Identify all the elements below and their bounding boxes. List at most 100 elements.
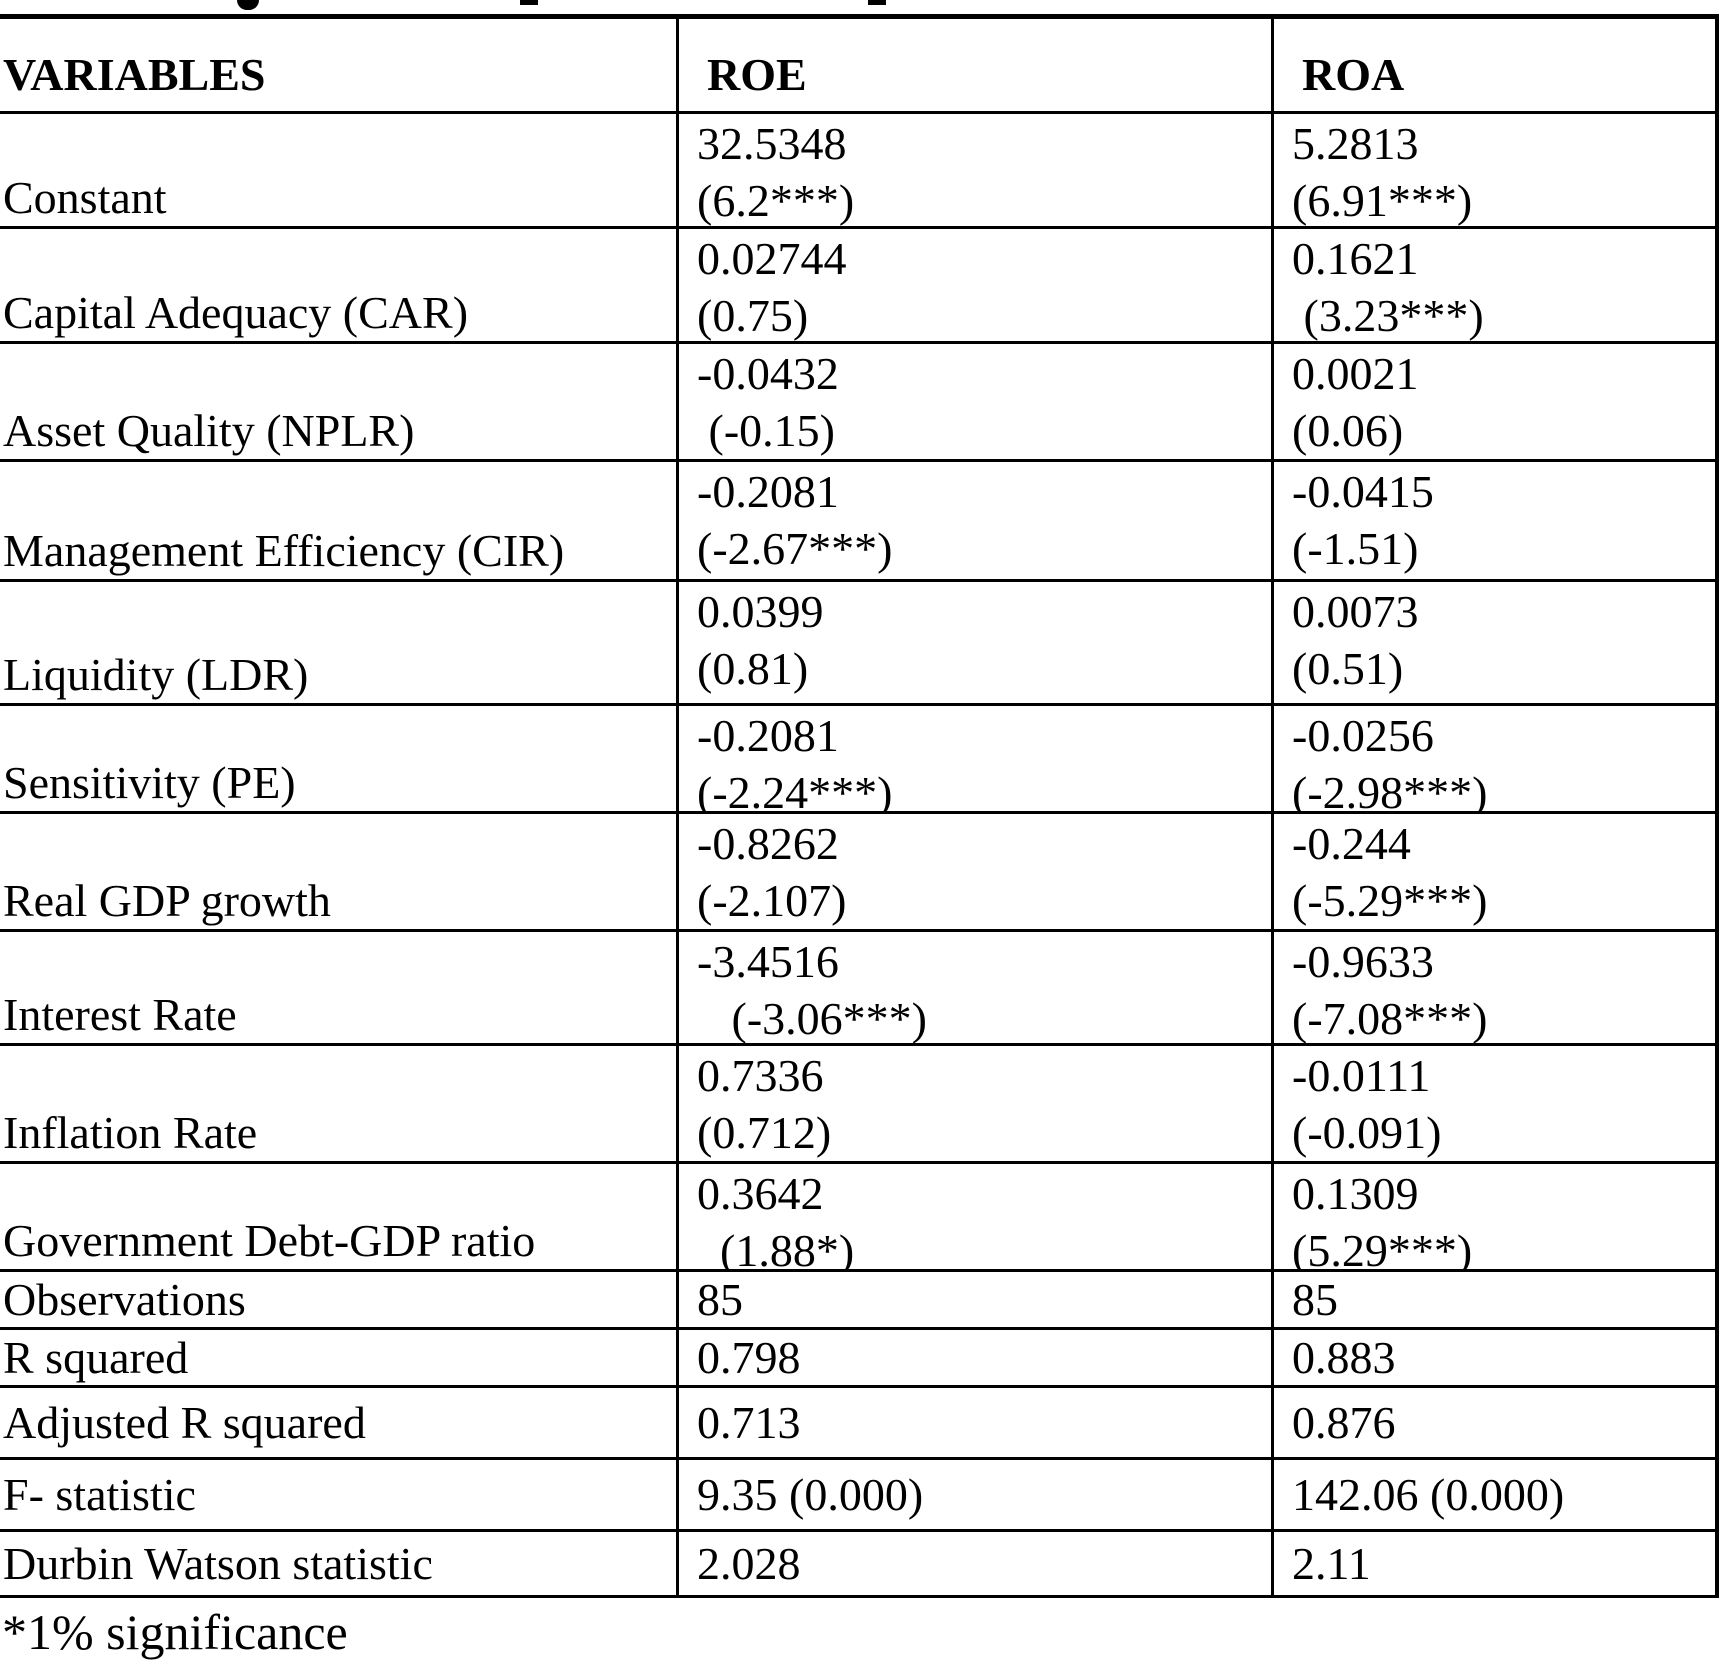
- roa-cell: -0.0415 (-1.51): [1271, 462, 1715, 579]
- roe-statistic: 2.028: [676, 1532, 1271, 1595]
- coefficient-value: 0.1621: [1292, 233, 1419, 284]
- t-statistic: (-3.06***): [697, 993, 927, 1043]
- roa-statistic: 85: [1271, 1272, 1715, 1327]
- coefficient-value: -0.0415: [1292, 466, 1434, 517]
- header-variables: VARIABLES: [3, 49, 266, 100]
- coefficient-value: 0.7336: [697, 1050, 824, 1101]
- roa-cell: -0.9633 (-7.08***): [1271, 932, 1715, 1043]
- table-row: R squared 0.798 0.883: [0, 1330, 1715, 1388]
- coefficient-value: 0.0073: [1292, 586, 1419, 637]
- coefficient-value: 32.5348: [697, 118, 847, 169]
- table-row: Capital Adequacy (CAR) 0.02744 (0.75) 0.1…: [0, 229, 1715, 344]
- variable-label: Interest Rate: [3, 989, 237, 1040]
- roa-cell: -0.244 (-5.29***): [1271, 814, 1715, 929]
- roe-cell: -0.2081 (-2.67***): [676, 462, 1271, 579]
- coefficient-value: -0.2081: [697, 710, 839, 761]
- t-statistic: (-0.15): [697, 405, 835, 456]
- table-row: Real GDP growth -0.8262 (-2.107) -0.244 (-…: [0, 814, 1715, 932]
- t-statistic: (0.81): [697, 643, 809, 694]
- table-row: Government Debt-GDP ratio 0.3642 (1.88*)…: [0, 1164, 1715, 1272]
- roa-cell: 0.1309 (5.29***): [1271, 1164, 1715, 1269]
- cropped-title: [0, 0, 1729, 14]
- roe-cell: -0.0432 (-0.15): [676, 344, 1271, 459]
- cropped-title-fragment: [520, 0, 538, 5]
- table-header-row: VARIABLES ROE ROA: [0, 19, 1715, 114]
- variable-label: Liquidity (LDR): [3, 649, 309, 700]
- roa-cell: 0.0073 (0.51): [1271, 582, 1715, 703]
- roe-statistic: 0.798: [676, 1330, 1271, 1385]
- roa-statistic: 142.06 (0.000): [1271, 1460, 1715, 1529]
- t-statistic: (0.712): [697, 1107, 832, 1158]
- table-row: Sensitivity (PE) -0.2081 (-2.24***) -0.02…: [0, 706, 1715, 814]
- roa-cell: 0.1621 (3.23***): [1271, 229, 1715, 341]
- coefficient-value: 0.3642: [697, 1168, 824, 1219]
- statistic-label: R squared: [3, 1332, 189, 1383]
- coefficient-value: -3.4516: [697, 936, 839, 987]
- statistic-label: Observations: [3, 1274, 246, 1325]
- cropped-title-fragment: [868, 0, 886, 5]
- coefficient-value: -0.8262: [697, 818, 839, 869]
- t-statistic: (0.06): [1292, 405, 1404, 456]
- table-row: Interest Rate -3.4516 (-3.06***) -0.9633…: [0, 932, 1715, 1046]
- roa-cell: 5.2813 (6.91***): [1271, 114, 1715, 226]
- coefficient-value: -0.0432: [697, 348, 839, 399]
- variable-label: Government Debt-GDP ratio: [3, 1215, 536, 1266]
- table-row: Inflation Rate 0.7336 (0.712) -0.0111 (-0.…: [0, 1046, 1715, 1164]
- table-row: Durbin Watson statistic 2.028 2.11: [0, 1532, 1715, 1598]
- roa-statistic: 0.883: [1271, 1330, 1715, 1385]
- t-statistic: (-1.51): [1292, 523, 1419, 574]
- t-statistic: (-2.107): [697, 875, 847, 926]
- table-row: Management Efficiency (CIR) -0.2081 (-2.6…: [0, 462, 1715, 582]
- roe-cell: 0.3642 (1.88*): [676, 1164, 1271, 1269]
- roe-cell: -3.4516 (-3.06***): [676, 932, 1271, 1043]
- t-statistic: (5.29***): [1292, 1225, 1473, 1269]
- variable-label: Management Efficiency (CIR): [3, 525, 565, 576]
- header-roa: ROA: [1271, 19, 1715, 111]
- variable-label: Real GDP growth: [3, 875, 331, 926]
- roe-cell: -0.8262 (-2.107): [676, 814, 1271, 929]
- table-row: Liquidity (LDR) 0.0399 (0.81) 0.0073 (0.51…: [0, 582, 1715, 706]
- table-row: Asset Quality (NPLR) -0.0432 (-0.15) 0.0…: [0, 344, 1715, 462]
- roa-cell: -0.0111 (-0.091): [1271, 1046, 1715, 1161]
- t-statistic: (-5.29***): [1292, 875, 1488, 926]
- coefficient-value: -0.2081: [697, 466, 839, 517]
- roa-cell: 0.0021 (0.06): [1271, 344, 1715, 459]
- t-statistic: (-2.67***): [697, 523, 893, 574]
- roa-statistic: 2.11: [1271, 1532, 1715, 1595]
- t-statistic: (-2.98***): [1292, 767, 1488, 811]
- coefficient-value: -0.0111: [1292, 1050, 1431, 1101]
- regression-results-table: VARIABLES ROE ROA Constant 32.5348 (6.2**…: [0, 14, 1719, 1598]
- coefficient-value: 0.02744: [697, 233, 847, 284]
- statistic-label: F- statistic: [3, 1469, 196, 1520]
- t-statistic: (6.91***): [1292, 175, 1473, 226]
- roe-statistic: 85: [676, 1272, 1271, 1327]
- coefficient-value: -0.244: [1292, 818, 1411, 869]
- table-row: Observations 85 85: [0, 1272, 1715, 1330]
- coefficient-value: 0.0021: [1292, 348, 1419, 399]
- t-statistic: (0.75): [697, 290, 809, 341]
- roa-statistic: 0.876: [1271, 1388, 1715, 1457]
- cropped-title-fragment: [237, 0, 259, 10]
- roe-cell: 0.0399 (0.81): [676, 582, 1271, 703]
- variable-label: Sensitivity (PE): [3, 757, 296, 808]
- t-statistic: (-0.091): [1292, 1107, 1442, 1158]
- table-row: Adjusted R squared 0.713 0.876: [0, 1388, 1715, 1460]
- t-statistic: (1.88*): [697, 1225, 855, 1269]
- t-statistic: (-7.08***): [1292, 993, 1488, 1043]
- statistic-label: Adjusted R squared: [3, 1397, 366, 1448]
- t-statistic: (6.2***): [697, 175, 855, 226]
- t-statistic: (-2.24***): [697, 767, 893, 811]
- roe-cell: -0.2081 (-2.24***): [676, 706, 1271, 811]
- coefficient-value: -0.9633: [1292, 936, 1434, 987]
- table-row: Constant 32.5348 (6.2***) 5.2813 (6.91***): [0, 114, 1715, 229]
- coefficient-value: 0.0399: [697, 586, 824, 637]
- roe-statistic: 9.35 (0.000): [676, 1460, 1271, 1529]
- statistic-label: Durbin Watson statistic: [3, 1538, 433, 1589]
- roa-cell: -0.0256 (-2.98***): [1271, 706, 1715, 811]
- table-row: F- statistic 9.35 (0.000) 142.06 (0.000): [0, 1460, 1715, 1532]
- variable-label: Inflation Rate: [3, 1107, 258, 1158]
- variable-label: Constant: [3, 172, 167, 223]
- coefficient-value: 0.1309: [1292, 1168, 1419, 1219]
- roe-cell: 32.5348 (6.2***): [676, 114, 1271, 226]
- coefficient-value: -0.0256: [1292, 710, 1434, 761]
